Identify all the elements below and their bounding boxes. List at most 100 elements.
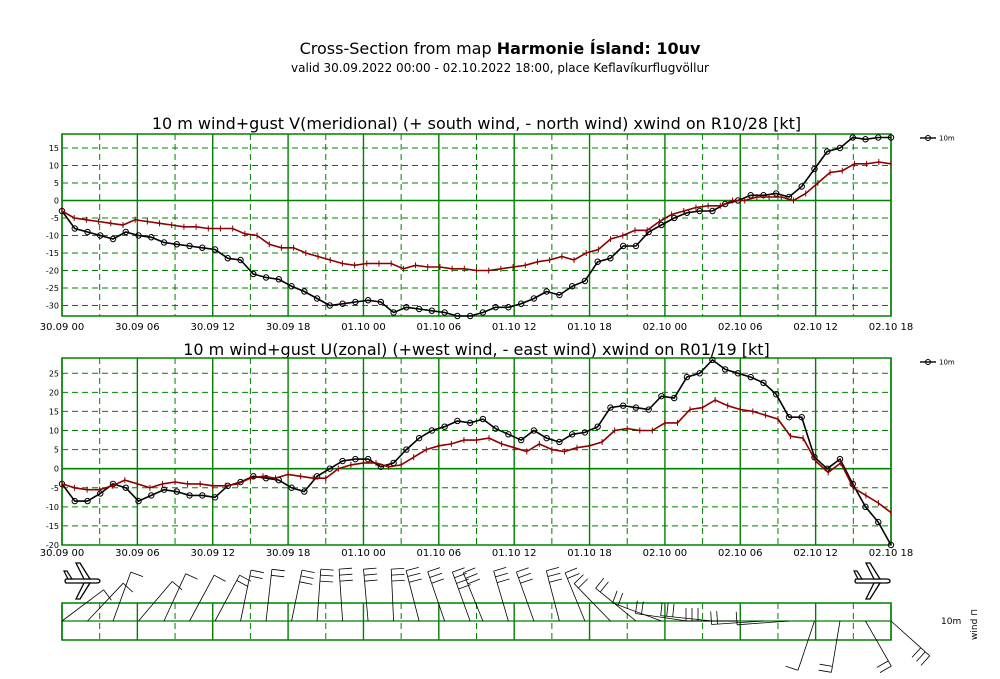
barb-feather xyxy=(463,567,476,574)
barb-feather xyxy=(320,568,334,571)
x-tick-label: 30.09 12 xyxy=(190,322,235,333)
barb-feather xyxy=(496,578,510,583)
wind-point xyxy=(313,473,321,480)
y-tick-label: -15 xyxy=(46,522,59,531)
barb-feather xyxy=(122,582,133,593)
barb-feather xyxy=(916,651,926,662)
wind-point xyxy=(734,370,742,377)
wind-point xyxy=(619,402,627,409)
barb-feather xyxy=(185,573,198,580)
x-tick-label: 30.09 00 xyxy=(40,322,85,333)
barb-feather xyxy=(920,655,930,666)
barb-feather xyxy=(171,581,183,591)
wind-point xyxy=(428,427,436,434)
barb-feather xyxy=(250,569,264,574)
wind-point xyxy=(556,438,563,446)
plane-tail xyxy=(63,570,74,580)
wind-barb xyxy=(214,575,240,622)
x-tick-label: 01.10 12 xyxy=(492,322,537,333)
wind-point xyxy=(173,241,180,248)
barb-feather xyxy=(319,580,333,583)
wind-barb xyxy=(865,620,892,667)
wind-point xyxy=(658,221,665,229)
barb-feather xyxy=(249,575,263,579)
wind-point xyxy=(339,300,346,307)
wind-barb xyxy=(112,571,132,622)
plane-wing-top xyxy=(864,562,882,580)
wind-point xyxy=(97,232,104,239)
wind-point xyxy=(186,242,193,250)
wind-point xyxy=(556,291,563,299)
wind-point xyxy=(211,494,219,501)
wind-point xyxy=(428,307,436,314)
x-tick-label: 02.10 12 xyxy=(793,322,838,333)
barb-feather xyxy=(635,600,638,614)
barb-feather xyxy=(520,578,533,584)
wind-point xyxy=(619,242,627,250)
wind-barb xyxy=(516,571,535,622)
y-tick-label: -5 xyxy=(51,484,59,493)
wind-barb xyxy=(291,570,303,622)
plane-tail xyxy=(853,570,864,580)
x-tick-label: 01.10 00 xyxy=(341,322,386,333)
wind-point xyxy=(862,503,869,511)
barb-feather xyxy=(391,580,405,582)
wind-point xyxy=(658,392,665,400)
panel-title: 10 m wind+gust V(meridional) (+ south wi… xyxy=(152,114,801,133)
wind-point xyxy=(84,497,91,505)
wind-point xyxy=(313,295,321,302)
barb-feather xyxy=(301,569,315,573)
wind-point xyxy=(441,423,448,430)
wind-point xyxy=(798,413,805,421)
barb-feather xyxy=(785,665,799,671)
wind-barb xyxy=(189,575,215,622)
y-tick-label: -30 xyxy=(46,302,59,311)
wind-barb xyxy=(363,569,369,622)
x-tick-label: 02.10 00 xyxy=(643,322,688,333)
x-tick-label: 02.10 00 xyxy=(643,548,688,559)
barb-feather xyxy=(339,567,353,570)
barb-feather xyxy=(408,578,422,583)
wind-point xyxy=(352,298,359,306)
wind-barb xyxy=(338,569,343,622)
panel-meridional: 10 m wind+gust V(meridional) (+ south wi… xyxy=(40,114,955,333)
wind-point xyxy=(135,232,142,239)
wind-point xyxy=(301,288,308,295)
barb-feather xyxy=(300,575,314,579)
barb-feather xyxy=(595,577,605,589)
y-tick-label: 15 xyxy=(49,144,59,153)
barb-feather xyxy=(710,611,712,625)
y-tick-label: 10 xyxy=(49,162,59,171)
barb-feather xyxy=(518,572,531,579)
y-tick-label: 5 xyxy=(54,179,59,188)
barb-feather xyxy=(427,567,441,573)
wind-point xyxy=(632,242,640,250)
wind-point xyxy=(199,492,206,499)
wind-point xyxy=(288,283,295,290)
wind-point xyxy=(581,277,589,285)
wind-point xyxy=(275,276,283,283)
x-tick-label: 02.10 12 xyxy=(793,548,838,559)
airplane-icons xyxy=(63,562,891,600)
barb-feather xyxy=(818,669,832,673)
wind-barb xyxy=(427,571,445,622)
wind-barb xyxy=(573,583,611,622)
barb-feather xyxy=(716,611,718,625)
wind-point xyxy=(326,465,334,472)
wind-point xyxy=(71,225,78,232)
y-tick-label: 0 xyxy=(54,197,59,206)
wind-point xyxy=(97,490,104,497)
barb-feather xyxy=(407,572,421,577)
airplane-right-icon xyxy=(853,562,891,600)
wind-point xyxy=(135,497,142,505)
wind-point xyxy=(479,415,487,423)
barb-feather xyxy=(236,580,249,587)
wind-barb xyxy=(595,587,637,622)
barb-feather xyxy=(549,578,563,583)
wind-point xyxy=(339,457,346,465)
wind-barb xyxy=(660,615,713,622)
wind-point xyxy=(173,488,180,495)
side-param-label: wind ⊓ xyxy=(970,609,980,640)
wind-barb xyxy=(737,620,789,626)
barb-feather xyxy=(363,567,377,570)
